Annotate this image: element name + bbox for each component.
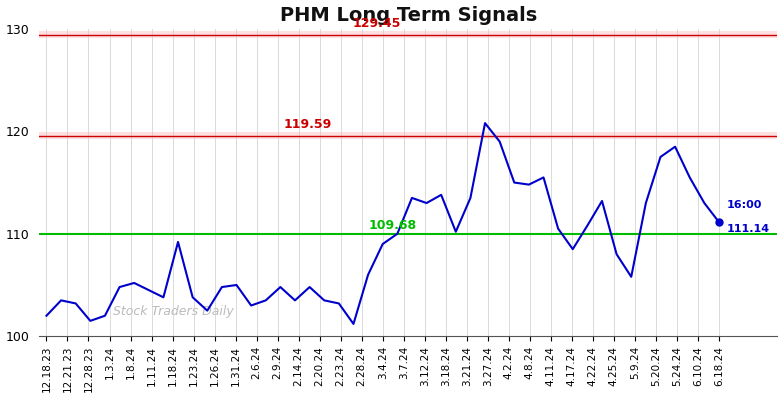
Text: Stock Traders Daily: Stock Traders Daily: [113, 305, 234, 318]
Text: 111.14: 111.14: [726, 224, 769, 234]
Text: 16:00: 16:00: [726, 200, 761, 210]
Text: 129.45: 129.45: [352, 18, 401, 30]
Bar: [39, 132, 778, 139]
Text: 109.68: 109.68: [368, 219, 416, 232]
Bar: [39, 31, 778, 38]
Text: 119.59: 119.59: [284, 119, 332, 131]
Title: PHM Long Term Signals: PHM Long Term Signals: [280, 6, 537, 25]
